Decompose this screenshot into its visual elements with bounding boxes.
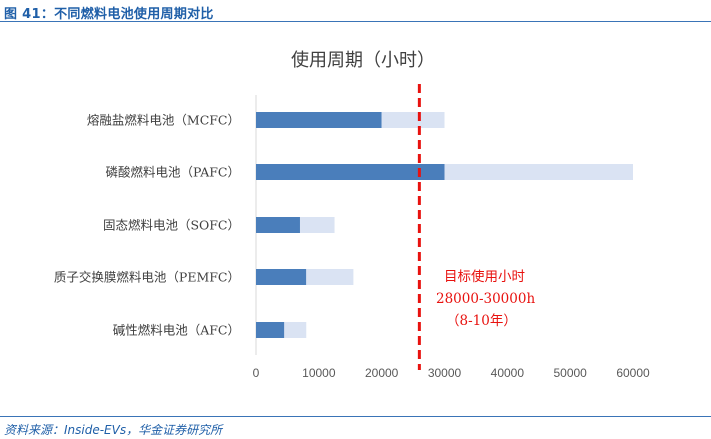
source-note: 资料来源：Inside-EVs，华金证券研究所 [4, 423, 223, 437]
bar-light-0 [381, 112, 445, 128]
bar-light-3 [306, 269, 354, 285]
bar-light-2 [299, 217, 335, 233]
bar-dark-0 [256, 112, 382, 128]
bar-light-1 [444, 164, 633, 180]
target-annotation: 目标使用小时 28000-30000h （8-10年） [436, 268, 535, 329]
x-tick-labels: 0 10000 20000 30000 40000 50000 60000 [253, 366, 650, 380]
x-tick-label: 50000 [553, 366, 587, 380]
bottom-rule [0, 416, 711, 417]
category-label: 磷酸燃料电池（PAFC） [105, 165, 240, 180]
usage-cycle-chart: 使用周期（小时） 熔融盐燃料电池（MCFC） 磷酸燃料电池（PAFC） 固态燃料电池… [54, 50, 650, 380]
x-tick-label: 10000 [302, 366, 336, 380]
category-label: 碱性燃料电池（AFC） [113, 323, 240, 338]
category-label: 熔融盐燃料电池（MCFC） [87, 113, 240, 128]
top-rule [0, 21, 711, 22]
x-tick-label: 40000 [491, 366, 525, 380]
x-tick-label: 20000 [365, 366, 399, 380]
figure-label: 图 41：不同燃料电池使用周期对比 [4, 7, 214, 22]
annotation-line: 28000-30000h [436, 291, 535, 307]
bar-dark-1 [256, 164, 445, 180]
annotation-line: （8-10年） [446, 313, 517, 329]
annotation-line: 目标使用小时 [444, 268, 525, 285]
bar-dark-2 [256, 217, 300, 233]
category-label: 固态燃料电池（SOFC） [103, 218, 240, 233]
category-label: 质子交换膜燃料电池（PEMFC） [54, 270, 240, 285]
x-tick-label: 0 [253, 366, 260, 380]
x-tick-label: 30000 [428, 366, 462, 380]
bar-dark-4 [256, 322, 285, 338]
bar-light-4 [284, 322, 307, 338]
bar-dark-3 [256, 269, 307, 285]
category-labels: 熔融盐燃料电池（MCFC） 磷酸燃料电池（PAFC） 固态燃料电池（SOFC） 质子交… [54, 113, 240, 338]
chart-title: 使用周期（小时） [291, 50, 435, 71]
x-tick-label: 60000 [616, 366, 650, 380]
bars [256, 112, 633, 338]
